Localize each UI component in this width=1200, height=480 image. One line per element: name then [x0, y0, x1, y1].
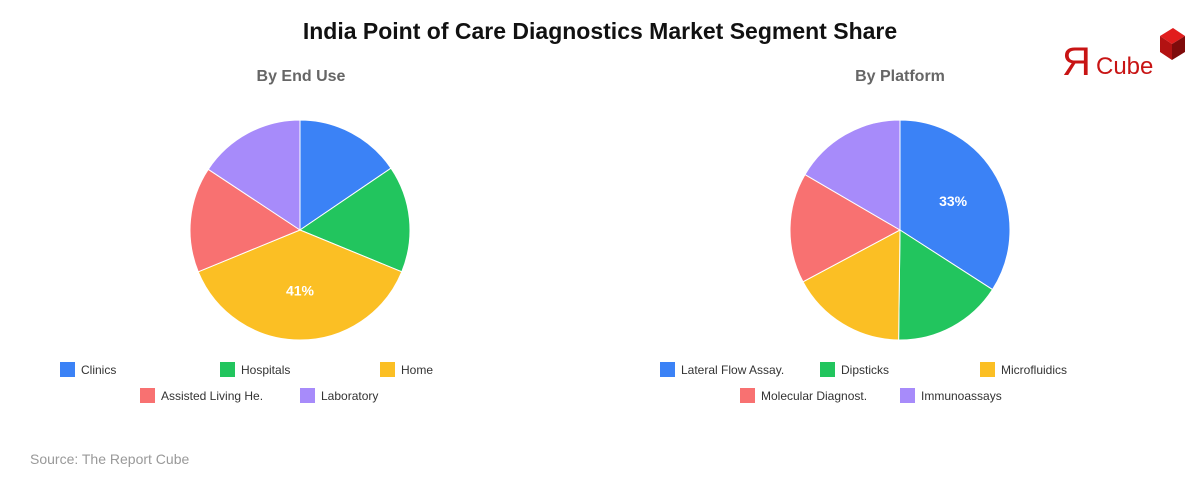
legend-item-dipsticks[interactable]: Dipsticks: [820, 362, 889, 377]
rcube-logo: Я Cube: [1060, 24, 1185, 84]
swatch-icon: [820, 362, 835, 377]
legend-item-home[interactable]: Home: [380, 362, 433, 377]
legend-item-assisted-living[interactable]: Assisted Living He.: [140, 388, 263, 403]
pie-slice[interactable]: [299, 119, 392, 231]
platform-subtitle: By Platform: [855, 68, 945, 85]
swatch-icon: [980, 362, 995, 377]
chart-title: India Point of Care Diagnostics Market S…: [302, 18, 898, 44]
pie-slice[interactable]: [197, 229, 403, 341]
pie-slice[interactable]: [802, 229, 901, 341]
end-use-subtitle: By End Use: [256, 68, 346, 85]
swatch-icon: [380, 362, 395, 377]
slice-data-label: 41%: [286, 283, 315, 299]
legend-item-clinics[interactable]: Clinics: [60, 362, 116, 377]
legend-item-immunoassays[interactable]: Immunoassays: [900, 388, 1002, 403]
legend-item-laboratory[interactable]: Laboratory: [300, 388, 378, 403]
platform-pie: 33%: [790, 119, 1011, 341]
pie-slice[interactable]: [804, 119, 901, 231]
pie-slice[interactable]: [298, 167, 411, 273]
swatch-icon: [660, 362, 675, 377]
legend-item-microfluidics[interactable]: Microfluidics: [980, 362, 1067, 377]
slice-data-label: 33%: [939, 193, 968, 209]
swatch-icon: [60, 362, 75, 377]
swatch-icon: [140, 388, 155, 403]
swatch-icon: [740, 388, 755, 403]
legend-item-lateral-flow[interactable]: Lateral Flow Assay.: [660, 362, 784, 377]
cube-logo-icon: [1160, 28, 1185, 60]
end-use-pie: 41%: [190, 119, 411, 341]
logo-letter: Я: [1062, 40, 1091, 84]
swatch-icon: [900, 388, 915, 403]
source-note: Source: The Report Cube: [30, 451, 190, 467]
logo-text: Cube: [1096, 53, 1154, 80]
pie-slice[interactable]: [190, 168, 302, 273]
pie-slice[interactable]: [790, 173, 902, 283]
swatch-icon: [300, 388, 315, 403]
swatch-icon: [220, 362, 235, 377]
pie-slice[interactable]: [898, 229, 994, 341]
legend-item-hospitals[interactable]: Hospitals: [220, 362, 290, 377]
legend-item-molecular[interactable]: Molecular Diagnost.: [740, 388, 867, 403]
pie-slice[interactable]: [207, 119, 301, 231]
